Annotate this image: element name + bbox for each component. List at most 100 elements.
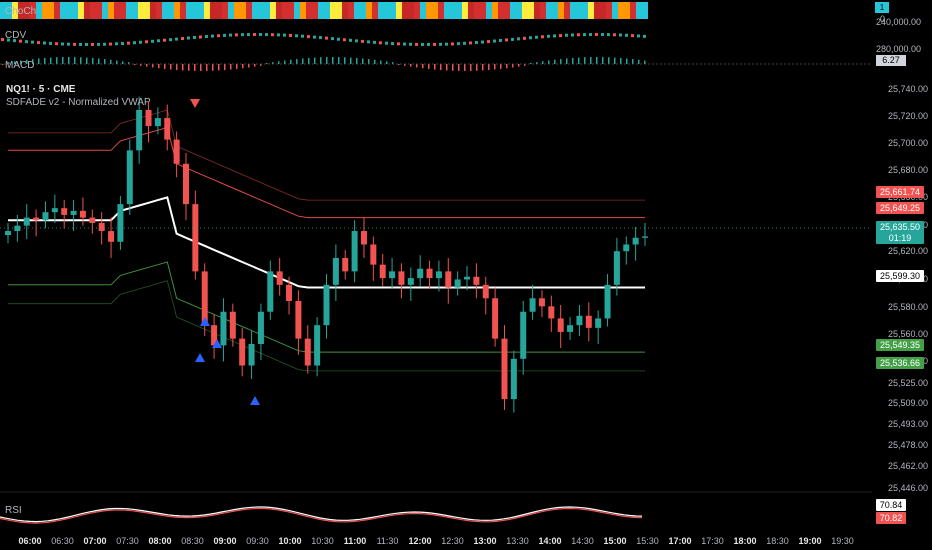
macd-bar <box>116 60 118 64</box>
choch-cell <box>0 2 6 19</box>
cdv-point <box>529 36 532 40</box>
choch-cell <box>312 2 318 19</box>
cdv-point <box>487 40 490 44</box>
choch-cell <box>168 2 174 19</box>
cdv-point <box>631 34 634 38</box>
macd-bar <box>356 57 358 64</box>
macd-bar <box>332 57 334 64</box>
candle-body <box>342 257 349 272</box>
rsi-signal-line <box>0 507 643 524</box>
candle-body <box>61 208 68 215</box>
indicator-title[interactable]: SDFADE v2 - Normalized VWAP <box>6 97 151 108</box>
macd-bar <box>440 64 442 71</box>
cdv-point <box>391 42 394 46</box>
time-tick: 07:00 <box>83 536 107 546</box>
choch-cell <box>192 2 198 19</box>
symbol-title[interactable]: NQ1! · 5 · CME <box>6 84 76 95</box>
candle-body <box>548 306 555 319</box>
macd-bar <box>140 64 142 66</box>
choch-cell <box>120 2 126 19</box>
cdv-point <box>19 39 22 43</box>
cdv-point <box>613 33 616 37</box>
macd-bar <box>212 64 214 71</box>
time-tick: 12:30 <box>441 536 464 546</box>
macd-bar <box>380 60 382 64</box>
cdv-point <box>547 34 550 38</box>
cdv-point <box>493 39 496 43</box>
candle-body <box>126 150 133 205</box>
price-tag: 01:19 <box>876 232 924 244</box>
cdv-point <box>67 42 70 46</box>
choch-cell <box>606 2 612 19</box>
choch-cell <box>492 2 498 19</box>
candle-body <box>473 276 480 285</box>
macd-bar <box>14 61 16 64</box>
cdv-point <box>331 37 334 41</box>
cdv-point <box>235 33 238 37</box>
cdv-point <box>103 42 106 46</box>
candle-body <box>398 271 405 285</box>
macd-bar <box>296 59 298 64</box>
price-tag: 25,549.35 <box>876 339 924 351</box>
macd-bar <box>416 64 418 68</box>
candle-body <box>192 204 199 272</box>
cdv-point <box>13 39 16 43</box>
macd-bar <box>224 64 226 71</box>
choch-cell <box>270 2 276 19</box>
macd-bar <box>80 57 82 64</box>
cdv-point <box>307 35 310 39</box>
macd-bar <box>86 57 88 64</box>
choch-cell <box>390 2 396 19</box>
choch-cell <box>234 2 240 19</box>
time-tick: 10:00 <box>278 536 302 546</box>
macd-bar <box>230 64 232 70</box>
cdv-point <box>301 34 304 38</box>
cdv-point <box>313 35 316 39</box>
top-badge: 1 <box>875 2 889 13</box>
candle-body <box>154 118 161 127</box>
cdv-point <box>289 33 292 37</box>
candle-body <box>117 204 124 242</box>
macd-bar <box>308 57 310 64</box>
choch-cell <box>240 2 246 19</box>
cdv-point <box>253 33 256 37</box>
cdv-point <box>205 35 208 39</box>
price-tag: 25,599.30 <box>876 270 924 282</box>
candle-body <box>304 338 311 366</box>
cdv-point <box>379 41 382 45</box>
cdv-point <box>295 34 298 38</box>
cdv-point <box>49 41 52 45</box>
cdv-point <box>271 33 274 37</box>
candle-body <box>314 325 321 366</box>
choch-cell <box>414 2 420 19</box>
macd-bar <box>254 64 256 67</box>
macd-bar <box>452 64 454 71</box>
cdv-point <box>577 33 580 37</box>
price-tick: 25,560.00 <box>887 329 928 339</box>
price-tick: 25,478.00 <box>887 440 928 450</box>
choch-cell <box>402 2 408 19</box>
candle-body <box>201 271 208 326</box>
candle-body <box>211 325 218 346</box>
choch-cell <box>378 2 384 19</box>
candle-body <box>229 311 236 339</box>
choch-heat-strip <box>0 2 648 19</box>
cdv-point <box>589 33 592 37</box>
choch-cell <box>246 2 252 19</box>
macd-bar <box>602 57 604 64</box>
macd-bar <box>404 64 406 66</box>
macd-bar <box>194 64 196 71</box>
choch-cell <box>564 2 570 19</box>
candle-body <box>173 139 180 164</box>
candle-body <box>286 284 293 301</box>
macd-bar <box>152 64 154 68</box>
candle-body <box>454 279 461 288</box>
choch-cell <box>348 2 354 19</box>
choch-cell <box>474 2 480 19</box>
macd-bar <box>458 64 460 71</box>
choch-cell <box>300 2 306 19</box>
cdv-point <box>643 34 646 38</box>
choch-cell <box>114 2 120 19</box>
candle-body <box>14 225 21 232</box>
